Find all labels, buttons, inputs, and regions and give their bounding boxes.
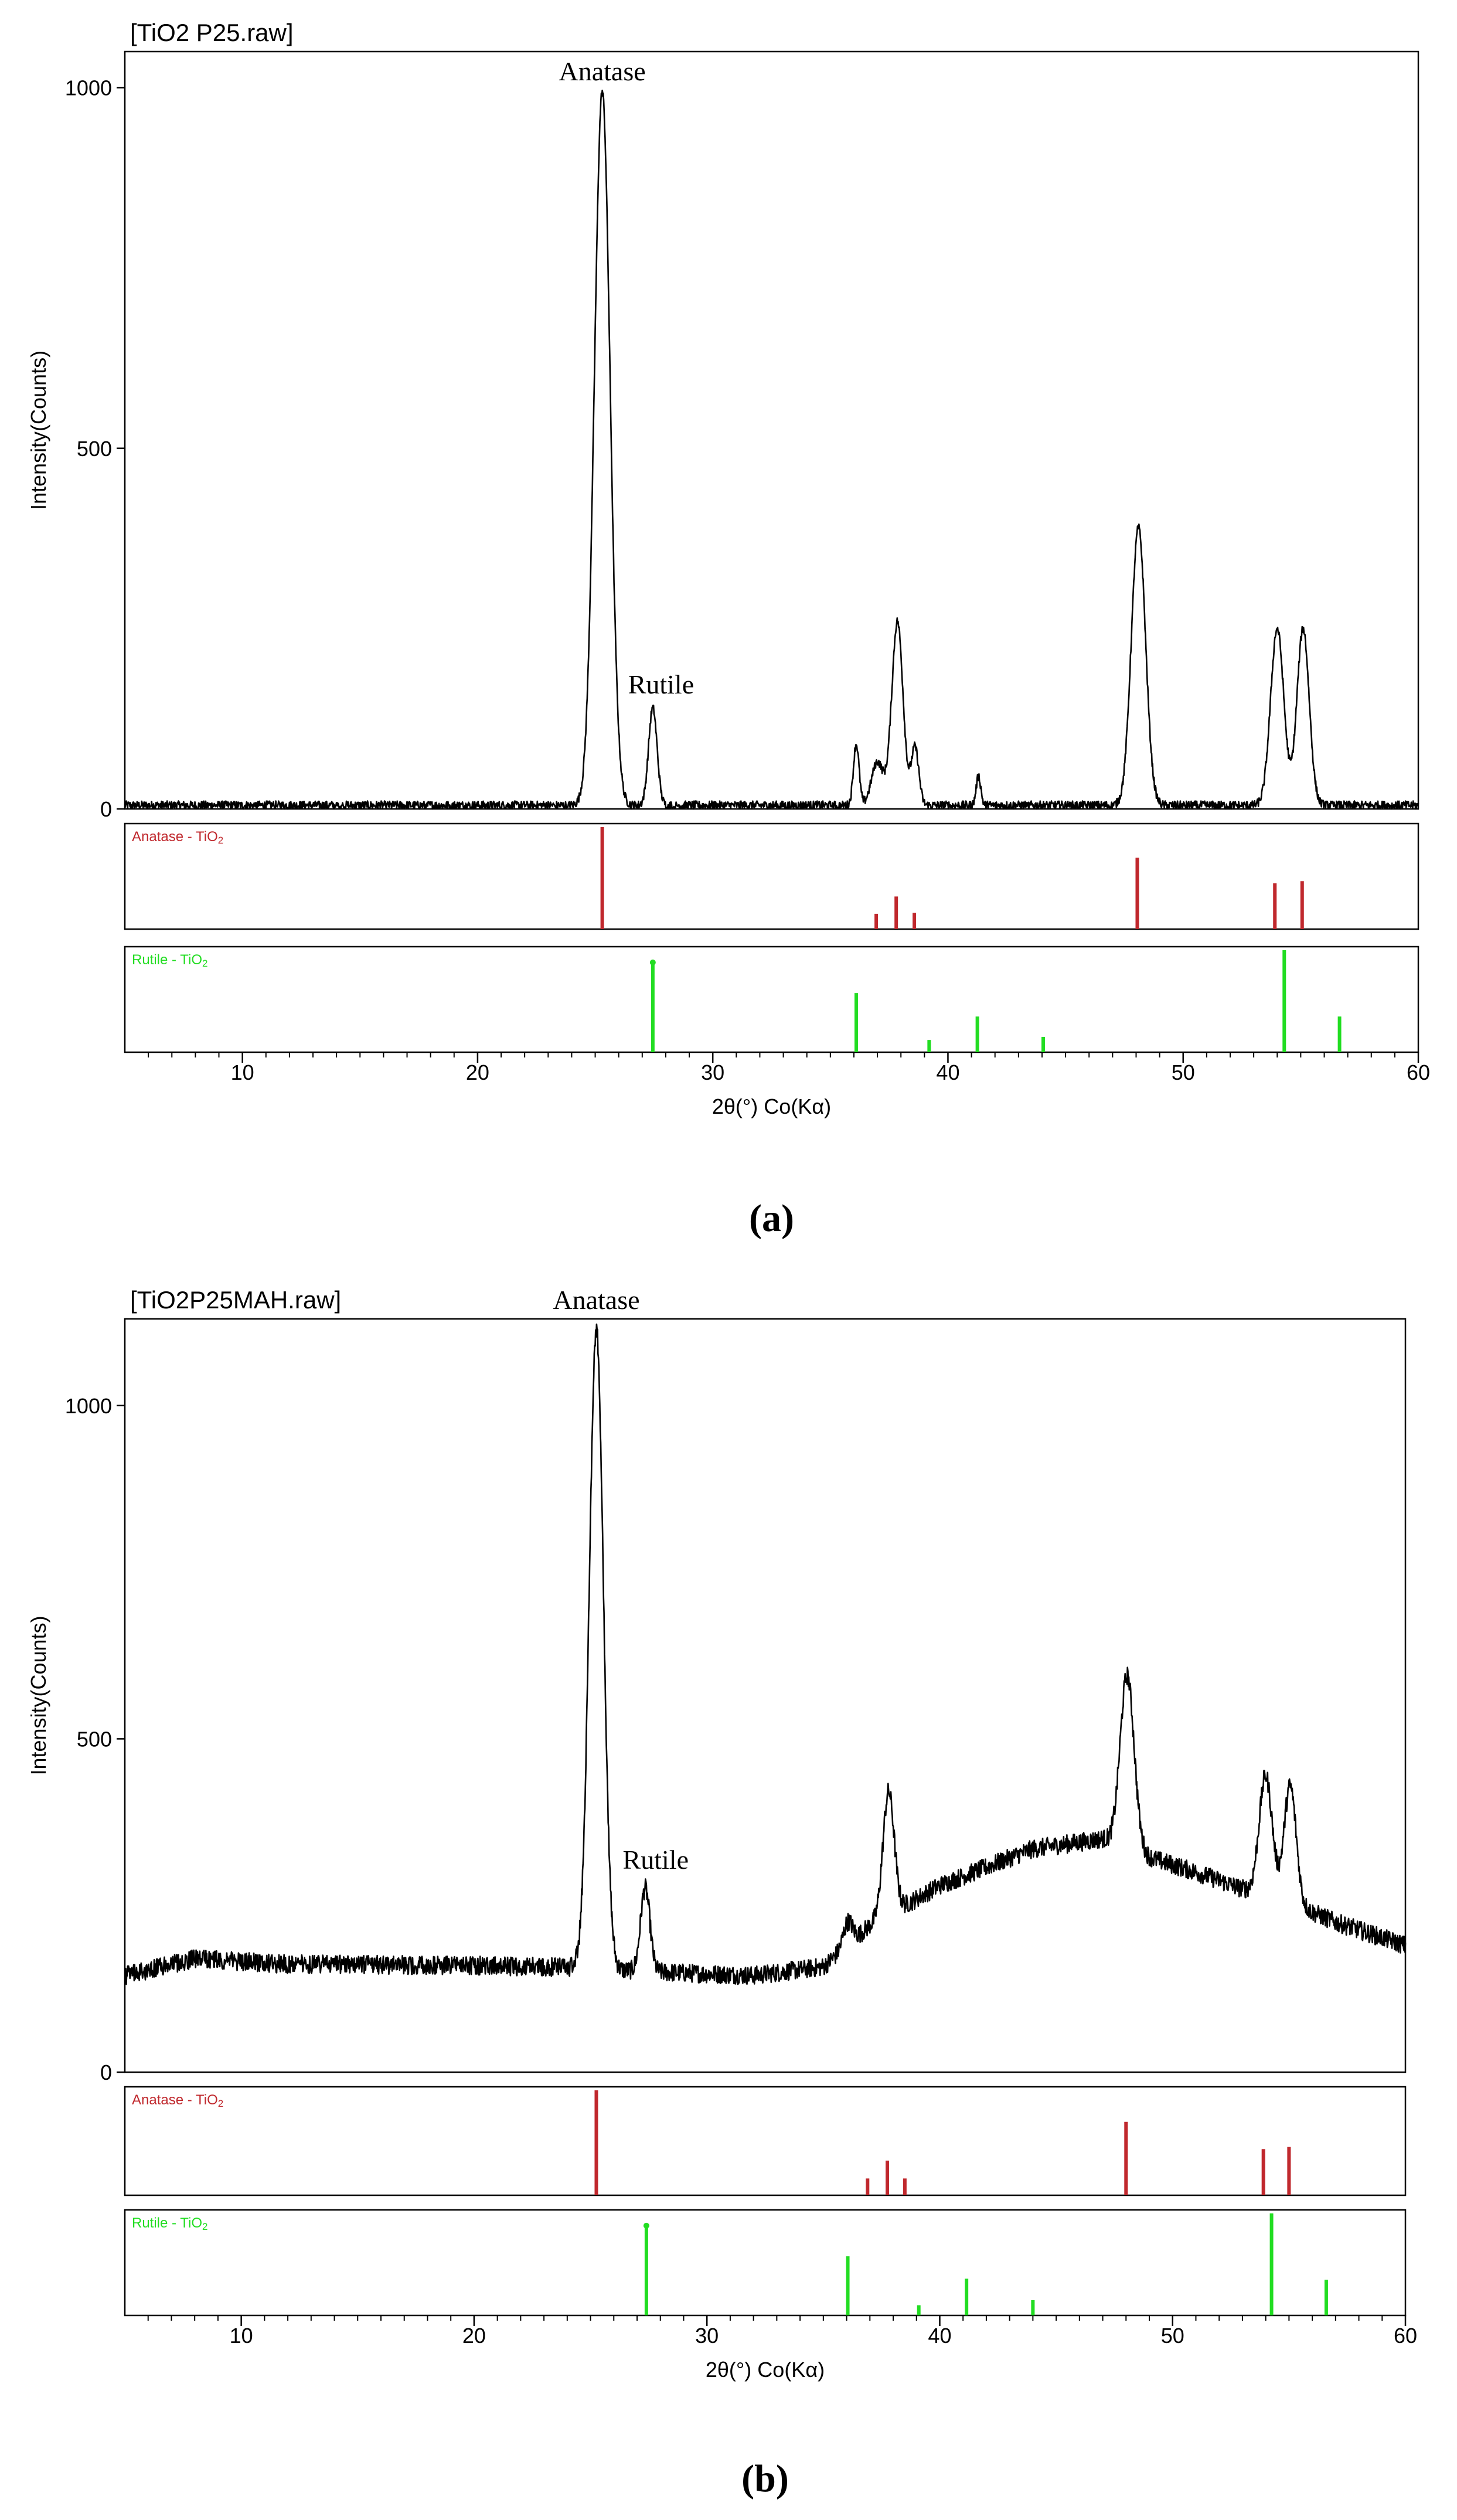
y-tick-label: 0 <box>100 2060 112 2084</box>
x-tick-label: 60 <box>1394 2324 1417 2348</box>
rutile-reference-frame <box>124 2209 1407 2317</box>
x-tick-label: 60 <box>1407 1060 1430 1084</box>
y-tick-label: 1000 <box>65 76 112 100</box>
rutile-reference-frame <box>124 946 1419 1053</box>
y-tick-label: 0 <box>100 797 112 821</box>
x-axis-label: 2θ(°) Co(Kα) <box>712 1094 831 1118</box>
y-tick-label: 500 <box>77 437 112 461</box>
file-label: [TiO2P25MAH.raw] <box>130 1286 341 1314</box>
x-tick-label: 30 <box>695 2324 719 2348</box>
x-tick-label: 40 <box>936 1060 959 1084</box>
diffraction-pattern-line <box>124 89 1419 810</box>
diffraction-pattern-line <box>124 1323 1407 1985</box>
chart-panel-a: [TiO2 P25.raw] Intensity(Counts) 0 500 1000 1… <box>26 19 1430 1240</box>
y-tick-label: 1000 <box>65 1394 112 1418</box>
panel-caption: (b) <box>741 2457 789 2500</box>
x-tick-label: 10 <box>230 2324 253 2348</box>
y-tick-label: 500 <box>77 1727 112 1751</box>
panel-caption: (a) <box>749 1197 794 1240</box>
rutile-reference-marker <box>649 959 656 965</box>
x-tick-label: 30 <box>701 1060 724 1084</box>
peak-annotation-anatase: Anatase <box>559 56 646 86</box>
anatase-reference-label: Anatase - TiO2 <box>132 829 223 846</box>
main-plot-frame <box>124 50 1419 810</box>
x-tick-label: 20 <box>466 1060 489 1084</box>
x-tick-label: 40 <box>928 2324 951 2348</box>
anatase-reference-frame <box>124 2086 1407 2196</box>
file-label: [TiO2 P25.raw] <box>130 19 294 46</box>
rutile-reference-label: Rutile - TiO2 <box>132 2215 208 2232</box>
anatase-reference-frame <box>124 822 1419 930</box>
x-tick-label: 10 <box>231 1060 254 1084</box>
anatase-reference-label: Anatase - TiO2 <box>132 2092 223 2109</box>
x-tick-label: 50 <box>1161 2324 1184 2348</box>
y-axis-label: Intensity(Counts) <box>26 351 50 510</box>
main-plot-frame <box>124 1318 1407 2073</box>
rutile-reference-marker <box>643 2222 649 2229</box>
rutile-reference-label: Rutile - TiO2 <box>132 952 208 969</box>
y-axis-label: Intensity(Counts) <box>26 1616 50 1775</box>
chart-panel-b: [TiO2P25MAH.raw] Intensity(Counts) 0 500 100… <box>26 1285 1417 2500</box>
peak-annotation-rutile: Rutile <box>623 1845 689 1875</box>
x-axis-label: 2θ(°) Co(Kα) <box>706 2358 825 2382</box>
x-tick-label: 50 <box>1172 1060 1195 1084</box>
x-tick-label: 20 <box>462 2324 486 2348</box>
peak-annotation-rutile: Rutile <box>628 669 694 699</box>
peak-annotation-anatase: Anatase <box>553 1285 639 1315</box>
